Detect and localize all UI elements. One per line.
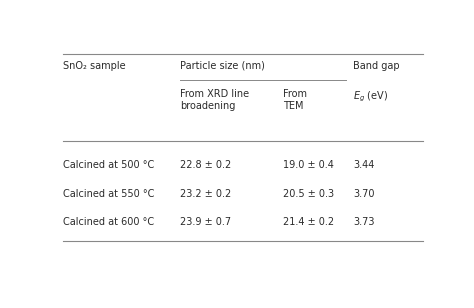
Text: Particle size (nm): Particle size (nm) xyxy=(181,61,265,71)
Text: SnO₂ sample: SnO₂ sample xyxy=(63,61,126,71)
Text: 3.44: 3.44 xyxy=(353,160,374,170)
Text: 3.70: 3.70 xyxy=(353,189,374,199)
Text: 3.73: 3.73 xyxy=(353,217,374,227)
Text: 22.8 ± 0.2: 22.8 ± 0.2 xyxy=(181,160,232,170)
Text: Band gap: Band gap xyxy=(353,61,400,71)
Text: 20.5 ± 0.3: 20.5 ± 0.3 xyxy=(283,189,335,199)
Text: Calcined at 550 °C: Calcined at 550 °C xyxy=(63,189,155,199)
Text: 21.4 ± 0.2: 21.4 ± 0.2 xyxy=(283,217,335,227)
Text: 19.0 ± 0.4: 19.0 ± 0.4 xyxy=(283,160,334,170)
Text: From
TEM: From TEM xyxy=(283,89,307,111)
Text: $E_g$ (eV): $E_g$ (eV) xyxy=(353,89,388,103)
Text: 23.2 ± 0.2: 23.2 ± 0.2 xyxy=(181,189,232,199)
Text: 23.9 ± 0.7: 23.9 ± 0.7 xyxy=(181,217,232,227)
Text: Calcined at 500 °C: Calcined at 500 °C xyxy=(63,160,154,170)
Text: From XRD line
broadening: From XRD line broadening xyxy=(181,89,250,111)
Text: Calcined at 600 °C: Calcined at 600 °C xyxy=(63,217,154,227)
